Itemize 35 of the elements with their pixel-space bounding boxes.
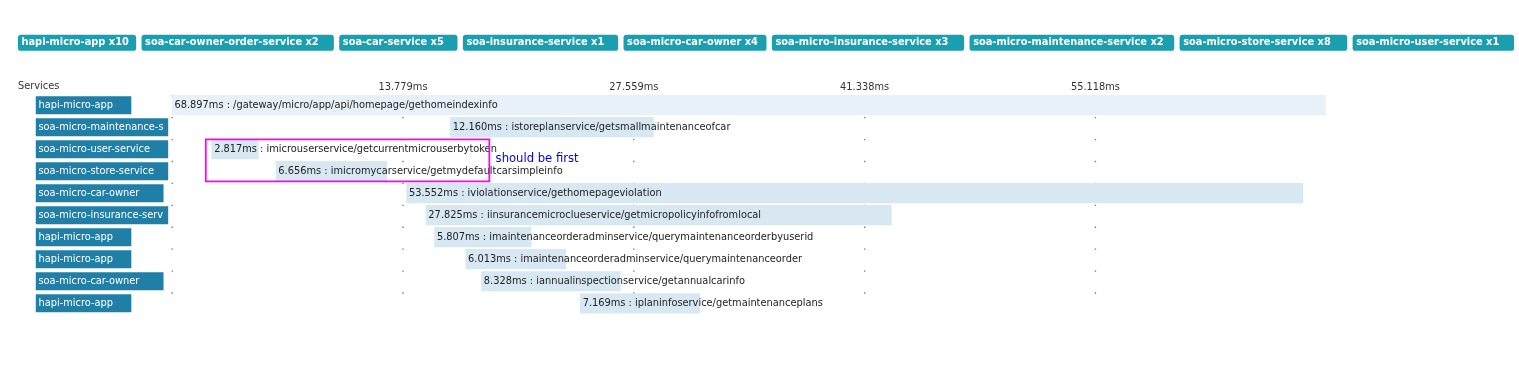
x-tick-label: 55.118ms	[1070, 80, 1120, 92]
annotation: should be first	[495, 150, 580, 165]
y-axis-title: Services	[17, 80, 60, 92]
y-tick-label: soa-micro-maintenance-s	[38, 120, 164, 132]
data-label: 8.328ms : iannualinspectionservice/getannualcarinfo	[483, 274, 746, 286]
data-label: 7.169ms : iplaninfoservice/getmaintenanceplans	[582, 296, 823, 308]
x-tick-label: 13.779ms	[378, 80, 428, 92]
text: soa-micro-store-service x8	[1183, 36, 1331, 48]
data-label: 68.897ms : /gateway/micro/app/api/homepage/gethomeindexinfo	[174, 98, 498, 110]
x-tick-label: 27.559ms	[609, 80, 659, 92]
data-label: 5.807ms : imaintenanceorderadminservice/querymaintenanceorderbyuserid	[436, 230, 814, 242]
text: soa-micro-insurance-service x3	[775, 36, 949, 48]
y-tick-label: hapi-micro-app	[38, 296, 114, 308]
y-tick-label: soa-micro-car-owner	[38, 186, 141, 198]
text: soa-insurance-service x1	[466, 36, 605, 48]
y-tick-label: hapi-micro-app	[38, 252, 114, 264]
text: soa-car-service x5	[342, 36, 444, 48]
text: soa-micro-car-owner x4	[627, 36, 759, 48]
x-tick-label: 41.338ms	[840, 80, 890, 92]
text: soa-micro-user-service x1	[1356, 36, 1500, 48]
y-tick-label: soa-micro-car-owner	[38, 274, 141, 286]
bar	[171, 95, 1326, 116]
y-tick-label: hapi-micro-app	[38, 98, 114, 110]
data-label: 27.825ms : iinsurancemicroclueservice/getmicropolicyinfofromlocal	[428, 208, 762, 220]
y-tick-label: soa-micro-store-service	[38, 164, 155, 176]
data-label: 53.552ms : iviolationservice/gethomepageviolation	[408, 186, 662, 198]
text: soa-car-owner-order-service x2	[145, 36, 319, 48]
text: hapi-micro-app x10	[21, 36, 129, 48]
y-tick-label: hapi-micro-app	[38, 230, 114, 242]
y-tick-label: soa-micro-user-service	[38, 142, 151, 154]
data-label: 6.013ms : imaintenanceorderadminservice/querymaintenanceorder	[468, 252, 804, 264]
text: soa-micro-maintenance-service x2	[973, 36, 1164, 48]
data-label: 12.160ms : istoreplanservice/getsmallmaintenanceofcar	[452, 120, 732, 132]
y-tick-label: soa-micro-insurance-serv	[38, 208, 164, 220]
bar	[406, 183, 1304, 204]
